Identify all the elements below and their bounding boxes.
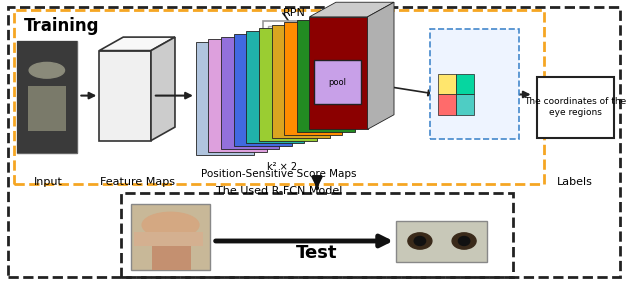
Polygon shape xyxy=(196,42,254,155)
FancyBboxPatch shape xyxy=(314,60,360,104)
Polygon shape xyxy=(246,31,305,143)
Text: Training: Training xyxy=(24,17,99,35)
Polygon shape xyxy=(367,2,394,129)
Polygon shape xyxy=(259,28,317,141)
Circle shape xyxy=(142,212,199,238)
Polygon shape xyxy=(309,17,367,129)
FancyBboxPatch shape xyxy=(263,21,325,59)
Text: k: k xyxy=(476,62,482,72)
FancyBboxPatch shape xyxy=(152,233,191,270)
FancyBboxPatch shape xyxy=(17,41,77,153)
FancyBboxPatch shape xyxy=(268,26,317,54)
FancyBboxPatch shape xyxy=(17,41,77,153)
FancyBboxPatch shape xyxy=(456,95,474,115)
Text: →Vote: →Vote xyxy=(485,89,515,99)
Text: Position-Sensitive Score Maps: Position-Sensitive Score Maps xyxy=(202,169,357,179)
FancyBboxPatch shape xyxy=(284,31,303,50)
Ellipse shape xyxy=(452,233,476,249)
FancyBboxPatch shape xyxy=(456,74,474,95)
Polygon shape xyxy=(297,20,355,132)
Text: Per-RoI: Per-RoI xyxy=(439,48,473,58)
Polygon shape xyxy=(151,37,175,141)
Polygon shape xyxy=(271,25,330,138)
Polygon shape xyxy=(99,37,175,51)
Polygon shape xyxy=(234,34,292,146)
Ellipse shape xyxy=(408,233,432,249)
Text: Test: Test xyxy=(296,243,338,262)
FancyBboxPatch shape xyxy=(430,29,519,139)
Polygon shape xyxy=(284,22,342,135)
FancyBboxPatch shape xyxy=(438,95,456,115)
Text: pool: pool xyxy=(328,78,346,87)
Polygon shape xyxy=(209,39,266,152)
Ellipse shape xyxy=(458,237,470,245)
Text: RoIs: RoIs xyxy=(330,35,353,45)
Text: Input: Input xyxy=(35,177,63,187)
Ellipse shape xyxy=(414,237,426,245)
FancyBboxPatch shape xyxy=(28,86,66,131)
FancyBboxPatch shape xyxy=(131,204,210,270)
FancyBboxPatch shape xyxy=(134,232,204,246)
FancyBboxPatch shape xyxy=(438,74,456,95)
Polygon shape xyxy=(99,51,151,141)
Text: The Used R-FCN Model: The Used R-FCN Model xyxy=(216,185,342,196)
FancyBboxPatch shape xyxy=(396,221,488,262)
Text: 2: 2 xyxy=(476,117,483,127)
Circle shape xyxy=(29,62,65,78)
Text: k² × 2: k² × 2 xyxy=(267,162,297,172)
Text: k: k xyxy=(476,89,482,99)
Text: Feature Maps: Feature Maps xyxy=(100,177,175,187)
FancyBboxPatch shape xyxy=(537,77,614,138)
Polygon shape xyxy=(221,37,279,149)
Text: RPN: RPN xyxy=(283,8,306,18)
Text: Labels: Labels xyxy=(557,177,593,187)
Polygon shape xyxy=(309,2,394,17)
Text: The coordinates of the
eye regions: The coordinates of the eye regions xyxy=(524,97,627,116)
